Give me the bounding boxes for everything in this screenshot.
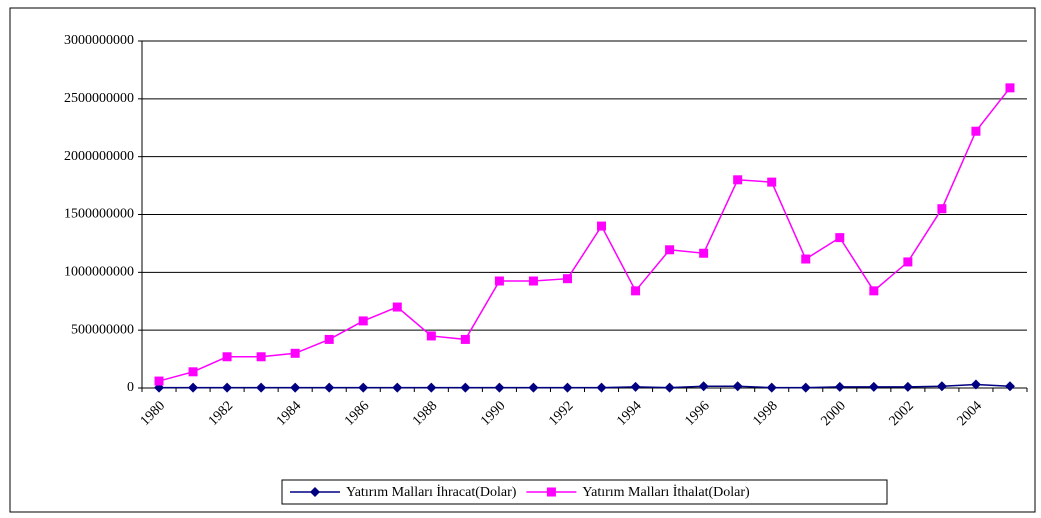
point (801, 254, 811, 264)
point (631, 286, 641, 296)
point (971, 126, 981, 136)
point (426, 331, 436, 341)
legend-label: Yatırım Malları İthalat(Dolar) (582, 484, 750, 500)
point (358, 316, 368, 326)
y-tick-label: 3000000000 (64, 33, 134, 48)
y-tick-label: 2000000000 (64, 149, 134, 164)
point (324, 334, 334, 344)
legend-marker (310, 487, 320, 497)
point (460, 382, 471, 393)
point (392, 382, 403, 393)
y-tick-label: 1000000000 (64, 265, 134, 280)
point (154, 376, 164, 386)
series-line (158, 87, 1011, 382)
point (494, 382, 505, 393)
point (936, 381, 947, 392)
point (596, 382, 607, 393)
series-line (159, 383, 1011, 389)
point (426, 382, 437, 393)
point (835, 233, 845, 243)
legend-marker (546, 487, 556, 497)
point (732, 381, 743, 392)
point (290, 348, 300, 358)
point (664, 382, 675, 393)
point (256, 352, 266, 362)
point (937, 204, 947, 214)
point (562, 382, 573, 393)
point (699, 248, 709, 258)
point (222, 352, 232, 362)
point (1005, 83, 1015, 93)
point (834, 381, 845, 392)
point (1004, 381, 1015, 392)
point (970, 379, 981, 390)
point (256, 382, 267, 393)
point (665, 245, 675, 255)
point (800, 382, 811, 393)
point (290, 382, 301, 393)
point (460, 334, 470, 344)
point (630, 381, 641, 392)
point (562, 274, 572, 284)
chart-border (9, 7, 1036, 513)
point (188, 382, 199, 393)
point (528, 382, 539, 393)
point (188, 367, 198, 377)
point (222, 382, 233, 393)
y-tick-label: 1500000000 (64, 207, 134, 222)
point (698, 381, 709, 392)
legend-label: Yatırım Malları İhracat(Dolar) (346, 484, 517, 500)
point (597, 221, 607, 231)
point (494, 276, 504, 286)
point (869, 286, 879, 296)
point (324, 382, 335, 393)
point (903, 257, 913, 267)
y-tick-label: 0 (127, 380, 134, 395)
point (767, 177, 777, 187)
point (358, 382, 369, 393)
point (766, 382, 777, 393)
point (733, 175, 743, 185)
y-tick-label: 2500000000 (64, 91, 134, 106)
y-tick-label: 500000000 (71, 322, 134, 337)
point (902, 381, 913, 392)
legend-box (281, 479, 888, 505)
point (392, 302, 402, 312)
point (868, 381, 879, 392)
point (528, 276, 538, 286)
